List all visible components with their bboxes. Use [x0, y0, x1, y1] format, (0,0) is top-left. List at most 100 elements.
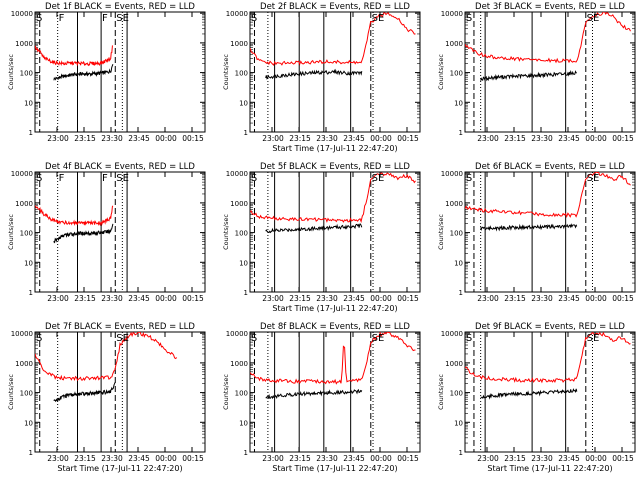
x-tick-label: 23:45	[558, 134, 580, 143]
x-tick-label: 00:15	[397, 294, 419, 303]
x-tick-label: 23:30	[531, 454, 553, 463]
x-tick-label: 23:45	[558, 454, 580, 463]
lld-series-line	[250, 332, 416, 385]
segment-annotation: SE	[116, 333, 129, 344]
lld-series-line	[250, 172, 416, 224]
plot-frame	[249, 171, 421, 293]
y-tick-label: 10	[24, 99, 33, 107]
y-tick-label: 10	[239, 99, 248, 107]
x-tick-label: 00:00	[370, 294, 392, 303]
y-tick-label: 1000	[230, 360, 248, 368]
x-tick-label: 23:30	[101, 134, 123, 143]
segment-annotation: SE	[372, 333, 385, 344]
x-axis-label: Start Time (17-Jul-11 22:47:20)	[272, 464, 397, 473]
y-tick-label: 10000	[226, 330, 248, 338]
y-tick-label: 1000	[15, 40, 33, 48]
y-axis-label: Counts/sec	[222, 374, 230, 410]
segment-annotation: S	[466, 13, 472, 24]
y-tick-label: 1000	[445, 360, 463, 368]
lld-series-line	[35, 332, 178, 382]
x-tick-label: 23:45	[558, 294, 580, 303]
x-axis-label: Start Time (17-Jul-11 22:47:20)	[272, 144, 397, 153]
y-axis-label: Counts/sec	[437, 54, 445, 90]
segment-annotation: SE	[587, 13, 600, 24]
x-tick-label: 23:15	[289, 134, 311, 143]
x-tick-label: 00:15	[397, 134, 419, 143]
x-axis-label: Start Time (17-Jul-11 22:47:20)	[272, 304, 397, 313]
y-tick-label: 10000	[441, 10, 463, 18]
y-tick-label: 10	[454, 99, 463, 107]
segment-annotation: SE	[587, 173, 600, 184]
x-tick-label: 23:15	[504, 454, 526, 463]
y-axis-label: Counts/sec	[222, 214, 230, 250]
x-tick-label: 23:30	[316, 454, 338, 463]
y-tick-label: 100	[20, 390, 33, 398]
x-tick-label: 23:15	[74, 134, 96, 143]
lld-series-line	[35, 45, 113, 67]
y-axis-label: Counts/sec	[437, 374, 445, 410]
panel-title: Det 9f BLACK = Events, RED = LLD	[475, 322, 625, 332]
x-tick-label: 23:00	[47, 134, 69, 143]
events-series-line	[53, 223, 114, 244]
y-axis-label: Counts/sec	[7, 374, 15, 410]
events-series-line	[53, 382, 116, 403]
x-tick-label: 23:15	[504, 134, 526, 143]
x-tick-label: 23:45	[343, 294, 365, 303]
x-tick-label: 23:00	[477, 294, 499, 303]
y-tick-label: 1	[244, 289, 248, 297]
panel-title: Det 3f BLACK = Events, RED = LLD	[475, 2, 625, 12]
segment-annotation: S	[251, 13, 257, 24]
lld-series-line	[465, 332, 631, 384]
x-tick-label: 23:45	[343, 134, 365, 143]
x-tick-label: 23:30	[316, 134, 338, 143]
y-tick-label: 10000	[11, 10, 33, 18]
plot-frame	[249, 331, 421, 453]
y-tick-label: 100	[20, 70, 33, 78]
y-tick-label: 1000	[230, 40, 248, 48]
lld-series-line	[465, 12, 631, 64]
x-tick-label: 23:30	[316, 294, 338, 303]
y-tick-label: 1	[29, 129, 33, 137]
x-axis-label: Start Time (17-Jul-11 22:47:20)	[57, 464, 182, 473]
y-tick-label: 100	[450, 230, 463, 238]
x-tick-label: 23:30	[101, 294, 123, 303]
y-tick-label: 1	[459, 449, 463, 457]
panel-title: Det 4f BLACK = Events, RED = LLD	[45, 162, 195, 172]
x-tick-label: 00:15	[612, 454, 634, 463]
plot-frame	[34, 171, 206, 293]
x-tick-label: 23:00	[262, 134, 284, 143]
y-tick-label: 1000	[445, 40, 463, 48]
y-tick-label: 10	[239, 419, 248, 427]
panel-4: Det 4f BLACK = Events, RED = LLD 1 10 100 10…	[7, 162, 206, 303]
segment-annotation: SE	[116, 173, 129, 184]
y-tick-label: 100	[235, 230, 248, 238]
segment-annotation: S	[36, 333, 42, 344]
y-tick-label: 10000	[11, 170, 33, 178]
y-tick-label: 1	[459, 289, 463, 297]
y-tick-label: 1000	[230, 200, 248, 208]
segment-annotation: S	[466, 333, 472, 344]
panel-title: Det 2f BLACK = Events, RED = LLD	[260, 2, 410, 12]
y-tick-label: 10000	[226, 170, 248, 178]
x-tick-label: 23:00	[262, 454, 284, 463]
x-tick-label: 23:15	[289, 454, 311, 463]
y-tick-label: 1000	[15, 200, 33, 208]
segment-annotation: SE	[116, 13, 129, 24]
x-tick-label: 23:45	[128, 454, 150, 463]
y-tick-label: 10000	[441, 330, 463, 338]
segment-annotation: SE	[587, 333, 600, 344]
x-tick-label: 23:45	[343, 454, 365, 463]
panel-title: Det 5f BLACK = Events, RED = LLD	[260, 162, 410, 172]
segment-annotation: S	[36, 13, 42, 24]
x-tick-label: 23:30	[531, 134, 553, 143]
x-tick-label: 00:15	[182, 134, 204, 143]
x-tick-label: 23:30	[101, 454, 123, 463]
panel-2: Det 2f BLACK = Events, RED = LLD 1 10 100 10…	[222, 2, 421, 153]
y-axis-label: Counts/sec	[7, 214, 15, 250]
y-tick-label: 1000	[445, 200, 463, 208]
events-series-line	[480, 70, 578, 82]
x-tick-label: 23:30	[531, 294, 553, 303]
y-tick-label: 100	[20, 230, 33, 238]
